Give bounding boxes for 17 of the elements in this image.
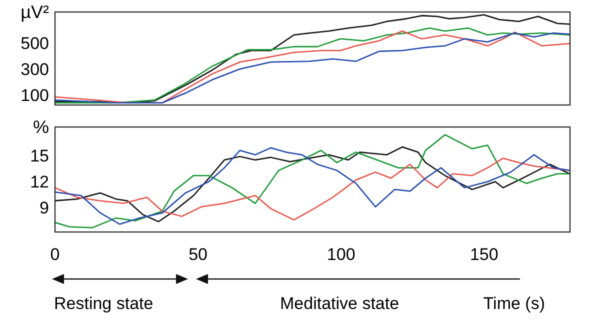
x-tick-label: 50 — [188, 245, 208, 264]
y-tick-label: 100 — [20, 86, 49, 105]
y-tick-label: 12 — [30, 172, 49, 192]
y-axis-title: % — [32, 117, 49, 137]
y-tick-label: 9 — [40, 198, 49, 218]
y-tick-label: 300 — [20, 60, 49, 80]
line-series — [54, 134, 571, 228]
x-axis-title: Time (s) — [483, 294, 545, 313]
y-tick-label: 500 — [20, 34, 49, 54]
x-tick-label: 150 — [470, 245, 498, 264]
y-axis-title: µV² — [20, 2, 49, 22]
line-series — [54, 158, 571, 221]
y-tick-label: 15 — [30, 146, 49, 166]
x-tick-label: 100 — [326, 245, 356, 264]
x-tick-label: 0 — [50, 245, 60, 264]
text: Resting state — [54, 294, 154, 313]
text: Meditative state — [280, 294, 400, 313]
